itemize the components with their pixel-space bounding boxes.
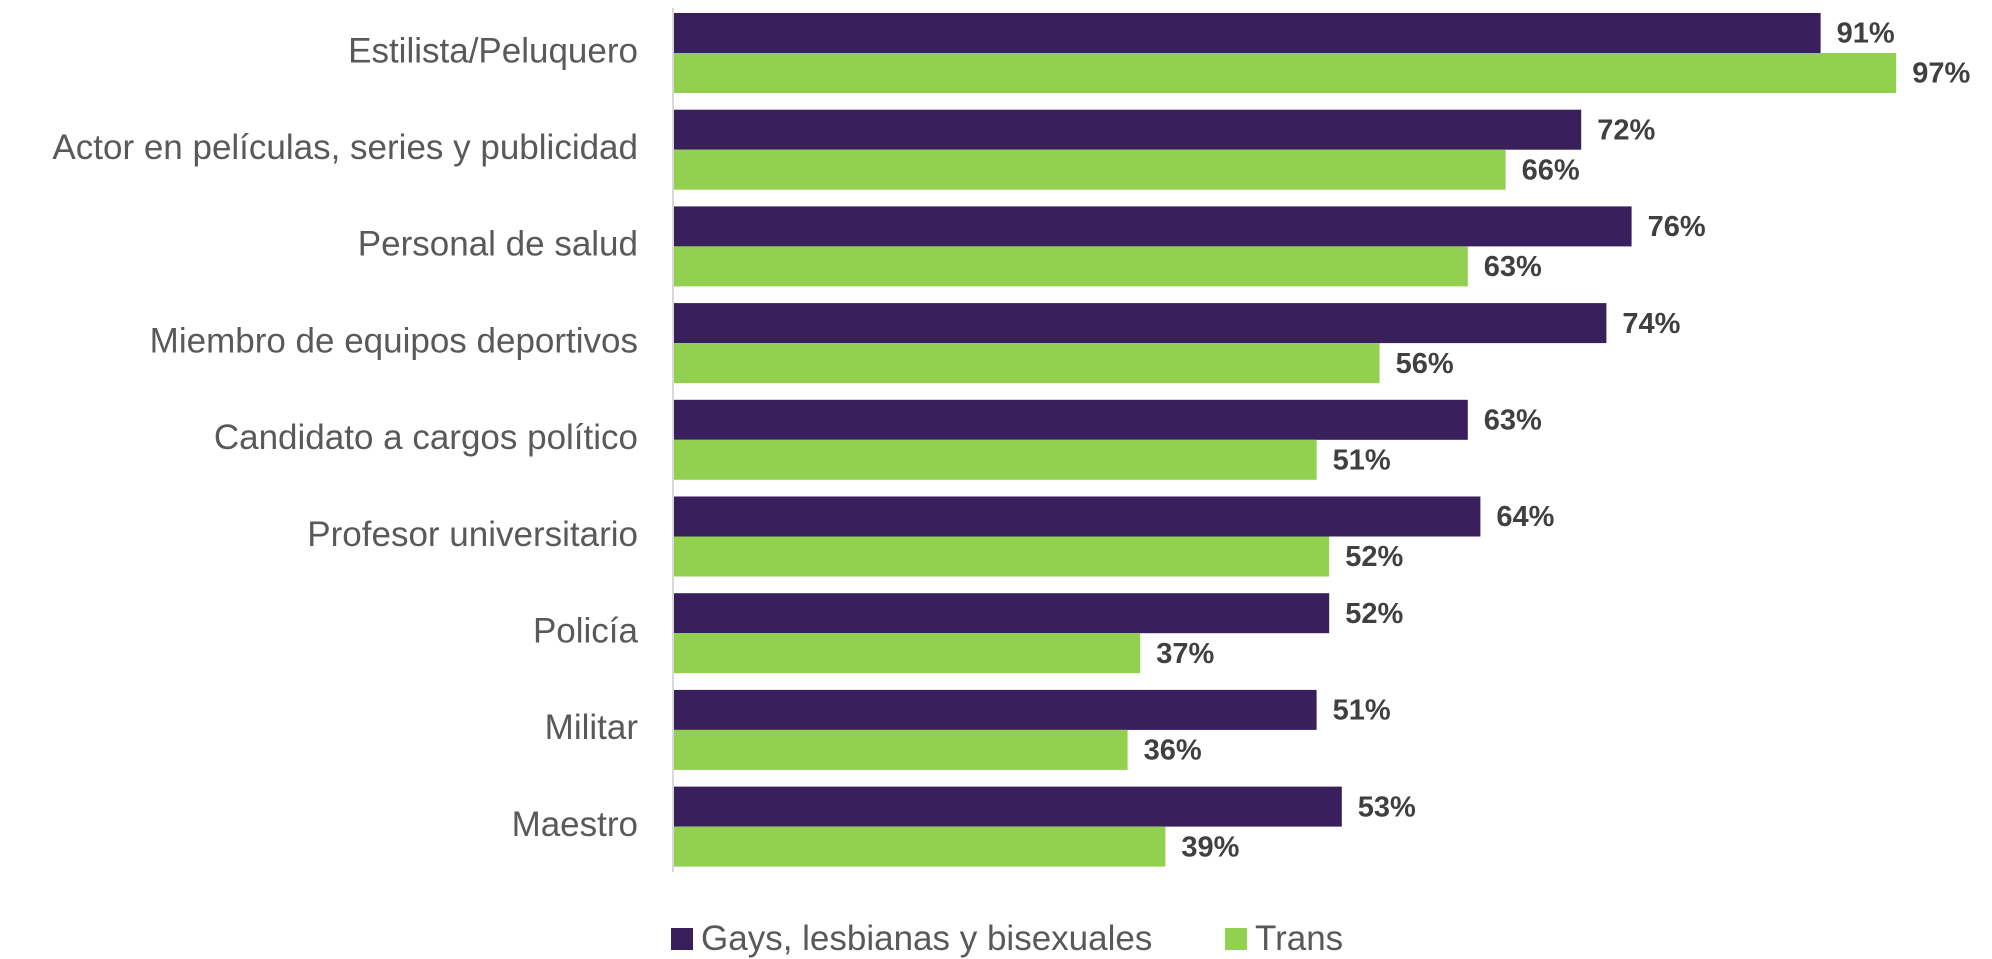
- legend-label-series-2: Trans: [1255, 919, 1343, 958]
- category-label: Estilista/Peluquero: [348, 31, 638, 70]
- category-label: Miembro de equipos deportivos: [150, 321, 638, 360]
- bar-series-1: [674, 593, 1330, 634]
- legend: Gays, lesbianas y bisexuales Trans: [671, 919, 1343, 958]
- bar-series-2: [674, 826, 1166, 867]
- data-label-series-1: 64%: [1496, 501, 1554, 533]
- data-label-series-2: 52%: [1345, 541, 1403, 573]
- data-label-series-2: 63%: [1484, 251, 1542, 283]
- data-label-series-1: 72%: [1597, 114, 1655, 146]
- bar-series-1: [674, 786, 1342, 827]
- data-label-series-2: 56%: [1396, 348, 1454, 380]
- data-label-series-2: 97%: [1912, 58, 1970, 90]
- bar-series-2: [674, 633, 1141, 674]
- bar-series-1: [674, 13, 1821, 53]
- bar-series-2: [674, 536, 1330, 577]
- category-label: Maestro: [512, 805, 638, 844]
- data-label-series-1: 76%: [1648, 211, 1706, 243]
- data-label-series-2: 51%: [1333, 444, 1391, 476]
- bar-series-2: [674, 729, 1128, 770]
- data-label-series-1: 91%: [1837, 18, 1895, 50]
- bar-series-2: [674, 439, 1317, 480]
- data-label-series-2: 37%: [1156, 638, 1214, 670]
- category-label: Personal de salud: [358, 225, 638, 264]
- data-label-series-1: 52%: [1345, 598, 1403, 630]
- legend-label-series-1: Gays, lesbianas y bisexuales: [701, 919, 1152, 958]
- category-label: Profesor universitario: [307, 515, 638, 554]
- bar-series-1: [674, 496, 1481, 537]
- data-label-series-2: 66%: [1522, 154, 1580, 186]
- bar-series-2: [674, 149, 1506, 190]
- legend-swatch-series-1: [671, 928, 693, 950]
- bar-series-1: [674, 303, 1607, 344]
- data-label-series-2: 36%: [1144, 735, 1202, 767]
- bar-series-1: [674, 689, 1317, 730]
- bar-series-1: [674, 206, 1632, 247]
- bar-series-1: [674, 109, 1582, 150]
- bar-series-2: [674, 246, 1468, 287]
- category-label: Actor en películas, series y publicidad: [52, 128, 638, 167]
- legend-swatch-series-2: [1225, 928, 1247, 950]
- data-label-series-1: 51%: [1333, 695, 1391, 727]
- data-label-series-1: 53%: [1358, 791, 1416, 823]
- category-label: Candidato a cargos político: [214, 418, 638, 457]
- plot-area: Estilista/Peluquero 91% 97% Actor en pelícu…: [52, 13, 1970, 867]
- bar-series-2: [674, 343, 1380, 384]
- data-label-series-2: 39%: [1181, 831, 1239, 863]
- category-label: Militar: [545, 708, 639, 747]
- data-label-series-1: 63%: [1484, 404, 1542, 436]
- category-label: Policía: [533, 611, 639, 650]
- bar-series-1: [674, 399, 1468, 440]
- data-label-series-1: 74%: [1622, 308, 1680, 340]
- bar-series-2: [674, 53, 1897, 93]
